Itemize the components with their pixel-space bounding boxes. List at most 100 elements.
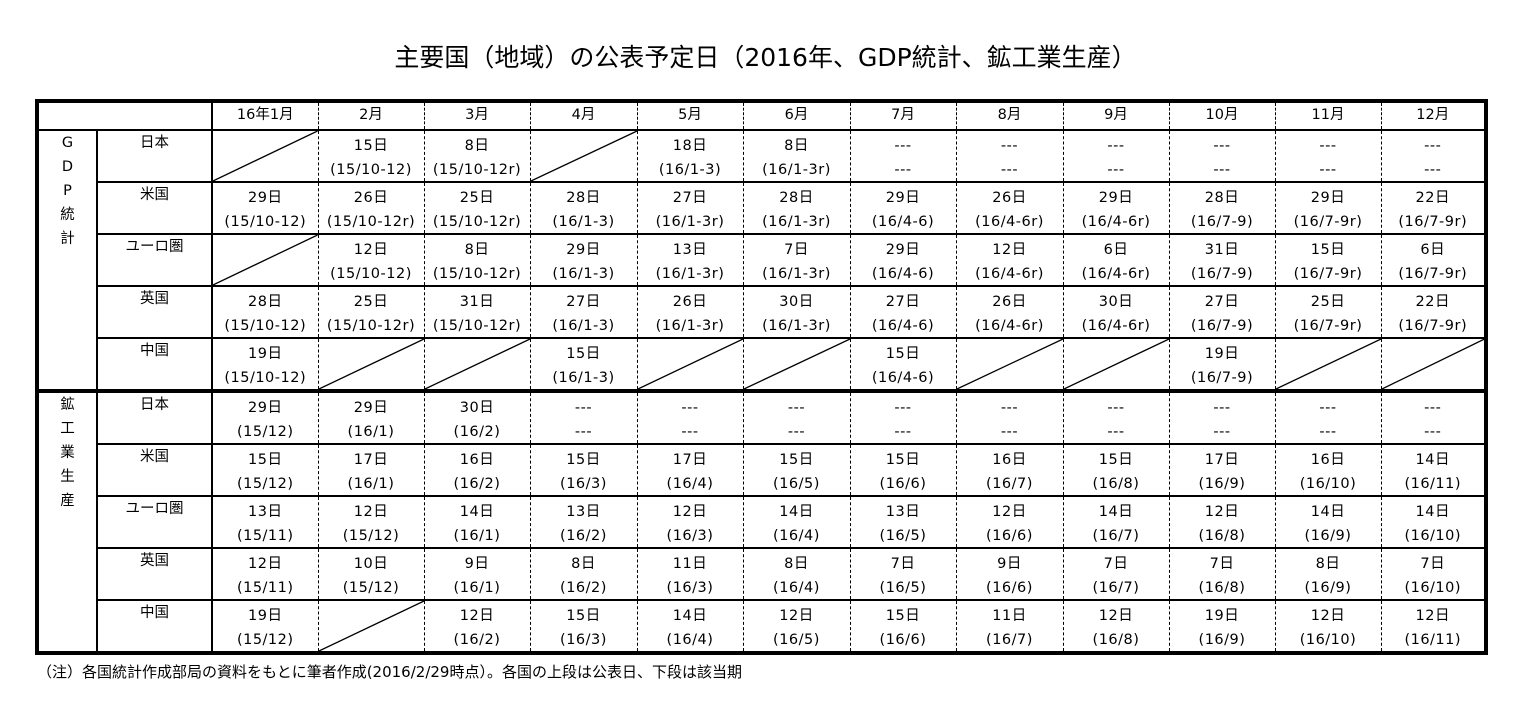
release-cell: 8日 (16/1-3r) xyxy=(742,130,850,183)
table-row: 英国 12日 (15/11) 10日 (15/12) 9日 (16/1) 8日 (16/2) 11… xyxy=(37,548,1486,601)
section-label-char: G xyxy=(61,135,74,151)
release-cell: 15日 (16/4-6) xyxy=(849,338,956,393)
reference-period: --- xyxy=(1319,424,1337,440)
country-label: ユーロ圏 xyxy=(97,496,213,549)
month-header: 5月 xyxy=(636,101,743,131)
release-date: 12日 xyxy=(353,242,389,258)
section-label-char: 業 xyxy=(60,445,75,461)
reference-period: (16/1) xyxy=(347,476,395,492)
reference-period: --- xyxy=(1000,162,1019,178)
release-cell: --- --- xyxy=(1168,391,1275,445)
reference-period: (16/5) xyxy=(879,580,927,596)
reference-period: (16/9) xyxy=(1198,632,1246,648)
release-cell: --- --- xyxy=(955,130,1063,183)
release-date: 29日 xyxy=(248,190,283,206)
reference-period: --- xyxy=(681,424,699,440)
reference-period: (16/4-6) xyxy=(871,214,935,230)
month-header: 3月 xyxy=(423,101,530,131)
not-applicable-slash-icon xyxy=(425,339,530,389)
release-date: 28日 xyxy=(1204,190,1240,206)
month-header-row: 16年1月 2月 3月 4月 5月 6月 7月 8月 9月 10月 11月 12… xyxy=(37,101,1486,131)
reference-period: (16/1-3) xyxy=(552,266,615,282)
month-header: 12月 xyxy=(1380,101,1486,131)
empty-cell xyxy=(636,338,743,393)
reference-period: (16/6) xyxy=(986,580,1033,596)
release-cell: 29日 (16/4-6r) xyxy=(1062,182,1169,235)
release-cell: 11日 (16/7) xyxy=(955,600,1063,653)
release-date: 15日 xyxy=(566,346,601,362)
release-date: 9日 xyxy=(464,556,490,572)
empty-cell xyxy=(317,600,424,653)
release-cell: --- --- xyxy=(1062,391,1169,445)
table-row: 英国 28日 (15/10-12) 25日 (15/10-12r) 31日 (15/10-1… xyxy=(37,286,1486,339)
reference-period: (15/10-12r) xyxy=(326,214,416,230)
country-label: 米国 xyxy=(97,444,213,497)
release-date: 25日 xyxy=(353,294,389,310)
release-date: --- xyxy=(894,138,912,154)
reference-period: (15/12) xyxy=(342,528,400,544)
release-date: 16日 xyxy=(992,452,1027,468)
reference-period: (15/12) xyxy=(342,580,400,596)
reference-period: --- xyxy=(894,162,912,178)
reference-period: (15/10-12r) xyxy=(432,214,522,230)
table-row: ユーロ圏 13日 (15/11) 12日 (15/12) 14日 (16/1) 13日 (16/… xyxy=(37,496,1486,549)
release-cell: 15日 (16/1-3) xyxy=(529,338,637,393)
release-cell: 15日 (16/6) xyxy=(849,444,956,497)
release-date: 14日 xyxy=(459,504,495,520)
reference-period: (16/2) xyxy=(453,424,501,440)
release-date: 29日 xyxy=(353,400,389,416)
month-header: 9月 xyxy=(1062,101,1169,131)
release-date: --- xyxy=(1319,138,1337,154)
release-date: 31日 xyxy=(1204,242,1240,258)
release-date: 29日 xyxy=(248,400,283,416)
month-header: 2月 xyxy=(317,101,424,131)
release-date: 12日 xyxy=(779,608,814,624)
release-date: 7日 xyxy=(1103,556,1129,572)
release-date: 10日 xyxy=(353,556,389,572)
release-date: 15日 xyxy=(779,452,814,468)
reference-period: (16/7-9) xyxy=(1190,214,1254,230)
reference-period: --- xyxy=(1213,424,1231,440)
reference-period: (16/9) xyxy=(1304,580,1352,596)
release-cell: --- --- xyxy=(742,391,850,445)
section-label-char: 鉱 xyxy=(60,397,75,413)
reference-period: (16/9) xyxy=(1198,476,1246,492)
release-cell: 29日 (16/1) xyxy=(317,391,424,445)
reference-period: (16/10) xyxy=(1299,632,1357,648)
not-applicable-slash-icon xyxy=(213,235,318,285)
not-applicable-slash-icon xyxy=(957,339,1063,389)
reference-period: (16/1) xyxy=(453,580,501,596)
release-date: --- xyxy=(1213,400,1231,416)
empty-cell xyxy=(955,338,1063,393)
release-cell: 28日 (16/7-9) xyxy=(1168,182,1275,235)
empty-cell xyxy=(1380,338,1486,393)
not-applicable-slash-icon xyxy=(744,339,850,389)
reference-period: (16/10) xyxy=(1404,580,1462,596)
reference-period: (16/7-9) xyxy=(1190,370,1254,386)
release-cell: 16日 (16/7) xyxy=(955,444,1063,497)
reference-period: (16/2) xyxy=(560,580,607,596)
release-cell: 31日 (15/10-12r) xyxy=(423,286,530,339)
reference-period: (16/9) xyxy=(1304,528,1352,544)
reference-period: (16/7) xyxy=(986,476,1033,492)
release-cell: 31日 (16/7-9) xyxy=(1168,234,1275,287)
table-row: 米国 15日 (15/12) 17日 (16/1) 16日 (16/2) 15日 (16/3) 1… xyxy=(37,444,1486,497)
reference-period: --- xyxy=(1213,162,1231,178)
empty-cell xyxy=(317,338,424,393)
month-header: 8月 xyxy=(955,101,1063,131)
reference-period: (16/4) xyxy=(666,632,714,648)
release-date: 19日 xyxy=(1204,608,1240,624)
release-cell: 15日 (15/10-12) xyxy=(317,130,424,183)
release-date: 8日 xyxy=(1315,556,1341,572)
release-date: 29日 xyxy=(566,242,601,258)
release-cell: 18日 (16/1-3) xyxy=(636,130,743,183)
reference-period: (16/1-3) xyxy=(552,214,615,230)
reference-period: (16/4-6r) xyxy=(1081,318,1151,334)
release-date: 9日 xyxy=(997,556,1022,572)
release-cell: 22日 (16/7-9r) xyxy=(1380,286,1486,339)
release-date: 26日 xyxy=(672,294,708,310)
table-row: ユーロ圏 12日 (15/10-12) 8日 (15/10-12r) 29日 (16/1-3… xyxy=(37,234,1486,287)
reference-period: (16/7-9r) xyxy=(1398,214,1468,230)
release-date: 27日 xyxy=(672,190,708,206)
